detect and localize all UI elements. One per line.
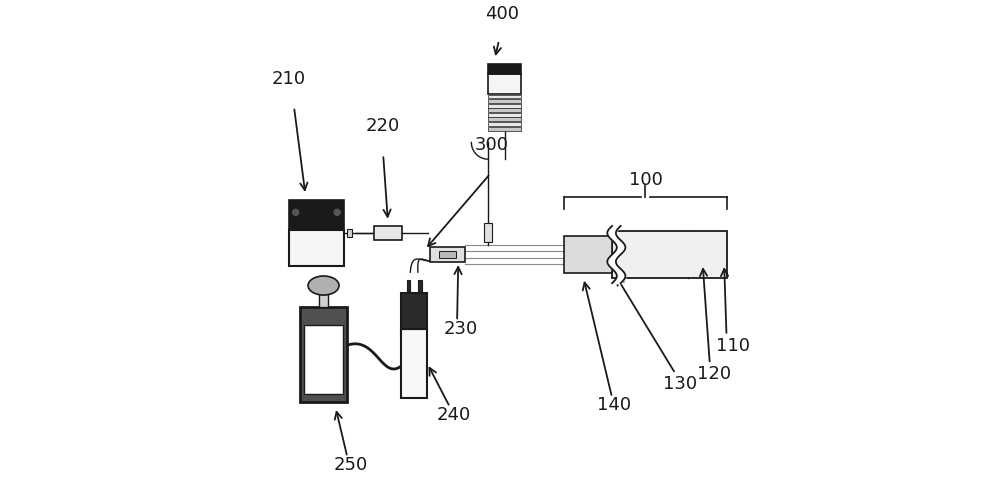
Polygon shape [488, 74, 521, 94]
Polygon shape [401, 329, 427, 398]
Polygon shape [374, 226, 402, 240]
Polygon shape [347, 229, 352, 237]
Ellipse shape [308, 276, 339, 295]
Polygon shape [484, 223, 492, 242]
Circle shape [291, 208, 300, 217]
Text: 140: 140 [597, 396, 632, 414]
Polygon shape [430, 247, 465, 262]
Text: 230: 230 [444, 320, 478, 338]
Polygon shape [418, 279, 422, 292]
Text: 250: 250 [333, 456, 367, 474]
Polygon shape [401, 293, 427, 329]
Text: 110: 110 [716, 337, 750, 355]
Circle shape [333, 208, 341, 217]
Text: 100: 100 [629, 171, 662, 189]
Text: 220: 220 [366, 117, 400, 136]
Polygon shape [488, 122, 521, 126]
Polygon shape [289, 200, 344, 230]
Text: 400: 400 [485, 5, 519, 23]
Polygon shape [488, 113, 521, 117]
Polygon shape [289, 230, 344, 267]
Polygon shape [407, 279, 410, 292]
Polygon shape [488, 64, 521, 74]
Polygon shape [300, 307, 347, 403]
Text: 210: 210 [271, 70, 305, 87]
Polygon shape [564, 236, 612, 273]
Polygon shape [488, 95, 521, 98]
Text: 300: 300 [475, 136, 509, 154]
Polygon shape [304, 325, 343, 394]
Polygon shape [488, 127, 521, 131]
Polygon shape [319, 293, 328, 307]
Text: 240: 240 [436, 406, 470, 424]
Text: 130: 130 [663, 375, 697, 393]
Polygon shape [439, 251, 456, 258]
Polygon shape [612, 231, 727, 278]
Polygon shape [488, 117, 521, 121]
Polygon shape [488, 99, 521, 103]
Polygon shape [488, 104, 521, 108]
Polygon shape [488, 109, 521, 112]
Text: 120: 120 [697, 365, 731, 383]
